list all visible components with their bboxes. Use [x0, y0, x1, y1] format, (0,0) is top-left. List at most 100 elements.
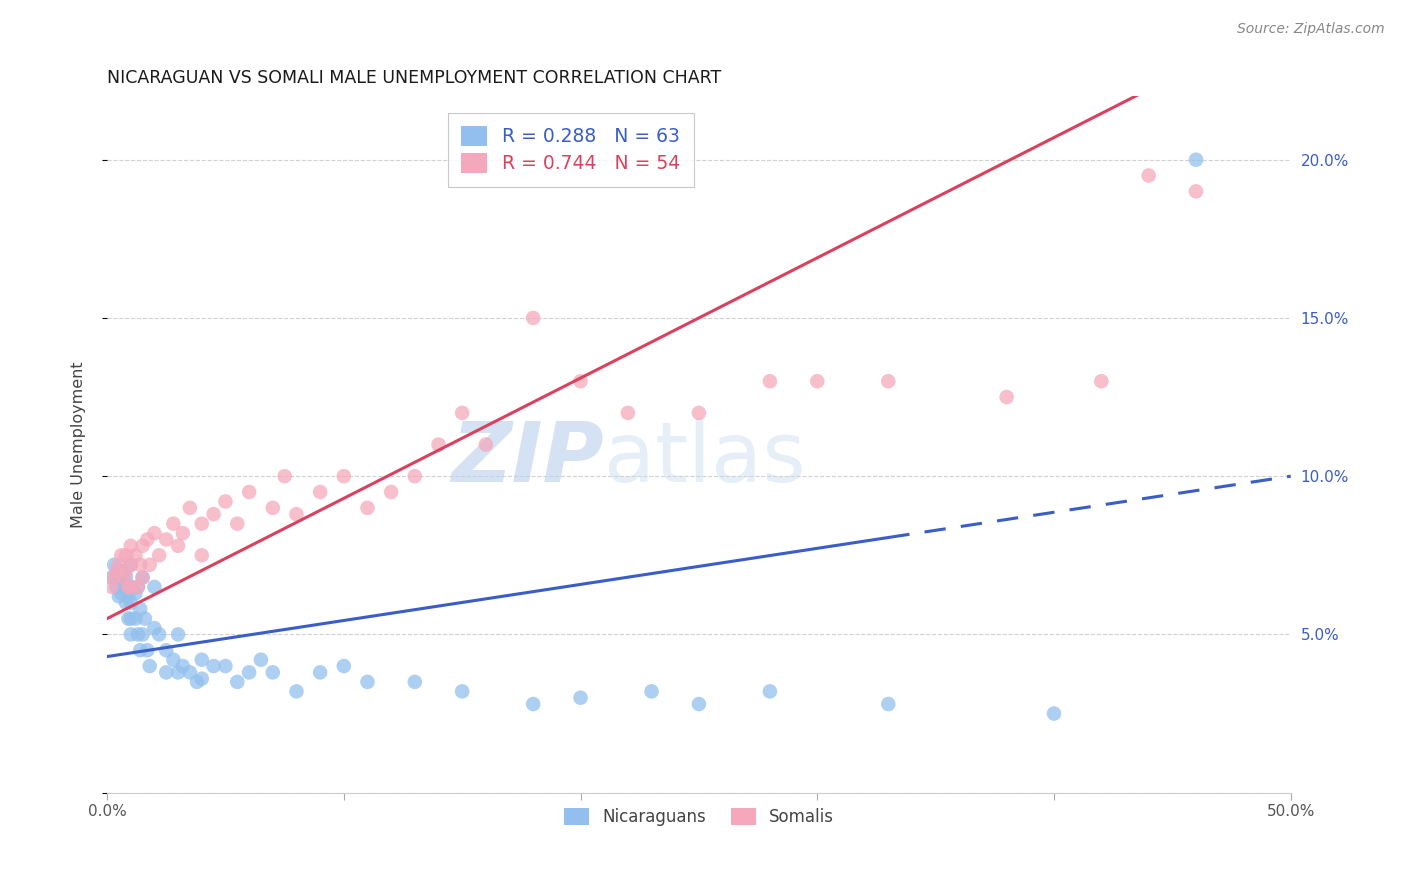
Text: Source: ZipAtlas.com: Source: ZipAtlas.com	[1237, 22, 1385, 37]
Point	[103, 570, 125, 584]
Point	[138, 659, 160, 673]
Point	[569, 690, 592, 705]
Point	[451, 406, 474, 420]
Point	[120, 539, 142, 553]
Point	[1090, 374, 1112, 388]
Point	[117, 580, 139, 594]
Point	[404, 674, 426, 689]
Point	[138, 558, 160, 572]
Y-axis label: Male Unemployment: Male Unemployment	[72, 361, 86, 528]
Point	[117, 611, 139, 625]
Point	[143, 621, 166, 635]
Text: ZIP: ZIP	[451, 418, 605, 499]
Point	[214, 659, 236, 673]
Point	[191, 549, 214, 563]
Text: NICARAGUAN VS SOMALI MALE UNEMPLOYMENT CORRELATION CHART: NICARAGUAN VS SOMALI MALE UNEMPLOYMENT C…	[107, 69, 721, 87]
Point	[117, 590, 139, 604]
Point	[1043, 706, 1066, 721]
Point	[162, 653, 184, 667]
Point	[129, 643, 152, 657]
Point	[112, 580, 135, 594]
Point	[136, 643, 159, 657]
Point	[110, 549, 132, 563]
Point	[475, 437, 498, 451]
Point	[238, 485, 260, 500]
Point	[155, 665, 177, 680]
Point	[1185, 185, 1208, 199]
Point	[688, 406, 710, 420]
Point	[309, 665, 332, 680]
Point	[172, 526, 194, 541]
Point	[617, 406, 640, 420]
Point	[226, 674, 249, 689]
Point	[101, 580, 124, 594]
Point	[103, 558, 125, 572]
Point	[179, 665, 201, 680]
Point	[356, 674, 378, 689]
Point	[108, 570, 131, 584]
Point	[115, 570, 138, 584]
Point	[167, 627, 190, 641]
Point	[124, 586, 146, 600]
Point	[108, 590, 131, 604]
Point	[148, 627, 170, 641]
Point	[522, 697, 544, 711]
Point	[167, 539, 190, 553]
Point	[995, 390, 1018, 404]
Point	[127, 580, 149, 594]
Text: atlas: atlas	[605, 418, 806, 499]
Point	[134, 611, 156, 625]
Point	[112, 564, 135, 578]
Point	[124, 611, 146, 625]
Point	[120, 611, 142, 625]
Point	[522, 310, 544, 325]
Point	[333, 469, 356, 483]
Point	[806, 374, 828, 388]
Point	[179, 500, 201, 515]
Point	[404, 469, 426, 483]
Point	[172, 659, 194, 673]
Point	[115, 549, 138, 563]
Point	[129, 602, 152, 616]
Point	[285, 684, 308, 698]
Point	[143, 580, 166, 594]
Point	[1137, 169, 1160, 183]
Legend: Nicaraguans, Somalis: Nicaraguans, Somalis	[557, 802, 841, 833]
Point	[112, 570, 135, 584]
Point	[115, 596, 138, 610]
Point	[186, 674, 208, 689]
Point	[1185, 153, 1208, 167]
Point	[451, 684, 474, 698]
Point	[110, 586, 132, 600]
Point	[131, 539, 153, 553]
Point	[129, 558, 152, 572]
Point	[427, 437, 450, 451]
Point	[167, 665, 190, 680]
Point	[688, 697, 710, 711]
Point	[191, 672, 214, 686]
Point	[148, 549, 170, 563]
Point	[105, 580, 128, 594]
Point	[131, 570, 153, 584]
Point	[238, 665, 260, 680]
Point	[759, 374, 782, 388]
Point	[155, 643, 177, 657]
Point	[124, 549, 146, 563]
Point	[120, 596, 142, 610]
Point	[131, 627, 153, 641]
Point	[273, 469, 295, 483]
Point	[110, 574, 132, 588]
Point	[105, 564, 128, 578]
Point	[202, 659, 225, 673]
Point	[127, 580, 149, 594]
Point	[262, 500, 284, 515]
Point	[115, 564, 138, 578]
Point	[214, 494, 236, 508]
Point	[262, 665, 284, 680]
Point	[108, 564, 131, 578]
Point	[569, 374, 592, 388]
Point	[356, 500, 378, 515]
Point	[136, 533, 159, 547]
Point	[127, 627, 149, 641]
Point	[120, 627, 142, 641]
